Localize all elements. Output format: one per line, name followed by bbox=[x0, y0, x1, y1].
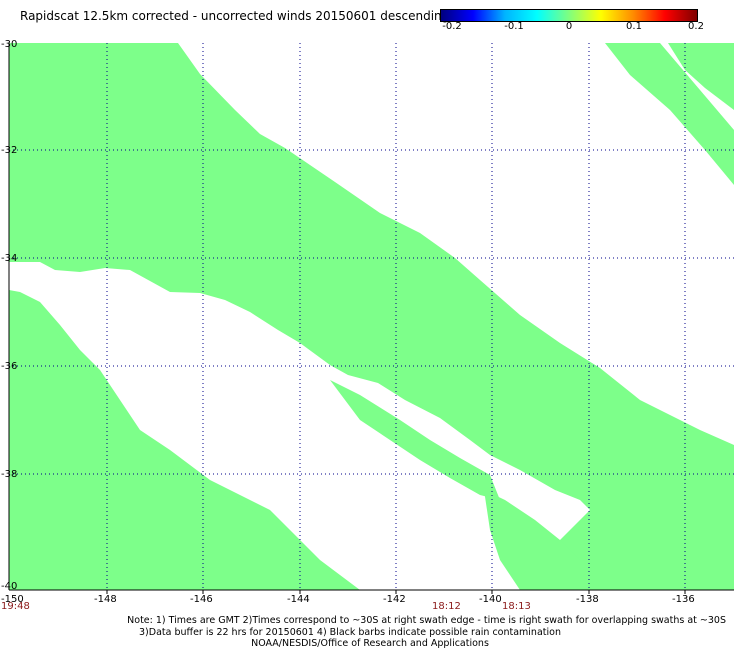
colorbar-tick: 0 bbox=[565, 21, 573, 32]
swath-northeast bbox=[605, 43, 734, 185]
y-tick-label: -38 bbox=[1, 469, 17, 480]
map-title: Rapidscat 12.5km corrected - uncorrected… bbox=[20, 9, 450, 23]
y-tick-label: -40 bbox=[1, 581, 17, 592]
axis-ticks bbox=[8, 43, 734, 594]
colorbar-tick: 0.2 bbox=[688, 21, 704, 32]
footnote-credit: NOAA/NESDIS/Office of Research and Appli… bbox=[251, 638, 489, 649]
colorbar bbox=[440, 9, 698, 22]
wind-data-layer bbox=[9, 43, 734, 590]
swath-time-label: 19:48 bbox=[1, 601, 30, 612]
x-tick-label: -142 bbox=[383, 594, 406, 605]
y-tick-label: -30 bbox=[1, 39, 17, 50]
x-tick-label: -150 bbox=[1, 594, 24, 605]
colorbar-tick: -0.2 bbox=[442, 21, 462, 32]
swath-time-label: 18:12 bbox=[432, 601, 461, 612]
x-tick-label: -148 bbox=[94, 594, 117, 605]
grid-lines bbox=[9, 43, 734, 590]
data-gap bbox=[9, 262, 590, 590]
y-tick-label: -34 bbox=[1, 253, 17, 264]
y-tick-label: -36 bbox=[1, 361, 17, 372]
x-tick-label: -144 bbox=[287, 594, 310, 605]
swath-tongue-east bbox=[330, 380, 500, 500]
y-tick-label: -32 bbox=[1, 145, 17, 156]
x-tick-label: -136 bbox=[672, 594, 695, 605]
x-tick-label: -140 bbox=[479, 594, 502, 605]
footnote-line-2: 3)Data buffer is 22 hrs for 20150601 4) … bbox=[139, 626, 561, 638]
wind-difference-map: -30 -32 -34 -36 -38 -40 -150 -148 -146 -… bbox=[1, 39, 734, 612]
swath-time-label: 18:13 bbox=[502, 601, 531, 612]
colorbar-tick: -0.1 bbox=[504, 21, 524, 32]
x-tick-label: -138 bbox=[576, 594, 599, 605]
x-tick-label: -146 bbox=[190, 594, 213, 605]
footnotes: Note: 1) Times are GMT 2)Times correspon… bbox=[0, 615, 740, 650]
footnote-line-1: Note: 1) Times are GMT 2)Times correspon… bbox=[127, 615, 726, 626]
swath-tongue-south bbox=[484, 490, 600, 590]
colorbar-tick: 0.1 bbox=[626, 21, 642, 32]
swath-tongue bbox=[9, 290, 330, 590]
